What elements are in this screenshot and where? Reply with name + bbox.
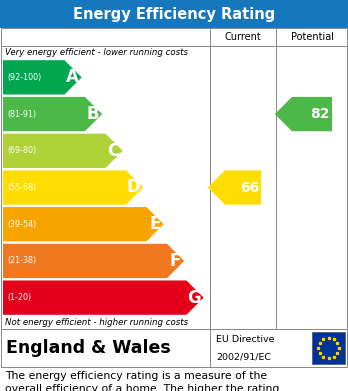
Text: The energy efficiency rating is a measure of the: The energy efficiency rating is a measur… [5, 371, 267, 381]
Polygon shape [3, 244, 184, 278]
Bar [312, 332, 345, 364]
Text: (1-20): (1-20) [7, 293, 31, 302]
Bar [1, 329, 347, 367]
Text: 2002/91/EC: 2002/91/EC [216, 353, 271, 362]
Text: EU Directive: EU Directive [216, 334, 275, 344]
Text: Current: Current [224, 32, 261, 42]
Polygon shape [208, 170, 261, 204]
Text: G: G [187, 289, 201, 307]
Text: (21-38): (21-38) [7, 256, 36, 265]
Bar [0, 0, 348, 28]
Text: Potential: Potential [291, 32, 333, 42]
Text: B: B [87, 105, 99, 123]
Text: A: A [66, 68, 79, 86]
Polygon shape [3, 134, 122, 168]
Text: (81-91): (81-91) [7, 109, 36, 118]
Text: overall efficiency of a home. The higher the rating: overall efficiency of a home. The higher… [5, 384, 279, 391]
Polygon shape [3, 97, 102, 131]
Text: C: C [108, 142, 120, 160]
Bar [1, 28, 347, 329]
Polygon shape [3, 280, 204, 315]
Text: England & Wales: England & Wales [6, 339, 171, 357]
Text: D: D [126, 179, 140, 197]
Polygon shape [3, 60, 82, 95]
Text: (39-54): (39-54) [7, 220, 36, 229]
Polygon shape [275, 97, 332, 131]
Text: (92-100): (92-100) [7, 73, 41, 82]
Text: 82: 82 [310, 107, 330, 121]
Text: Energy Efficiency Rating: Energy Efficiency Rating [73, 7, 275, 22]
Text: E: E [149, 215, 161, 233]
Text: (55-68): (55-68) [7, 183, 36, 192]
Text: Not energy efficient - higher running costs: Not energy efficient - higher running co… [5, 318, 188, 327]
Text: F: F [170, 252, 181, 270]
Polygon shape [3, 207, 164, 241]
Text: (69-80): (69-80) [7, 146, 36, 155]
Text: Very energy efficient - lower running costs: Very energy efficient - lower running co… [5, 48, 188, 57]
Polygon shape [3, 170, 143, 204]
Text: 66: 66 [240, 181, 259, 194]
